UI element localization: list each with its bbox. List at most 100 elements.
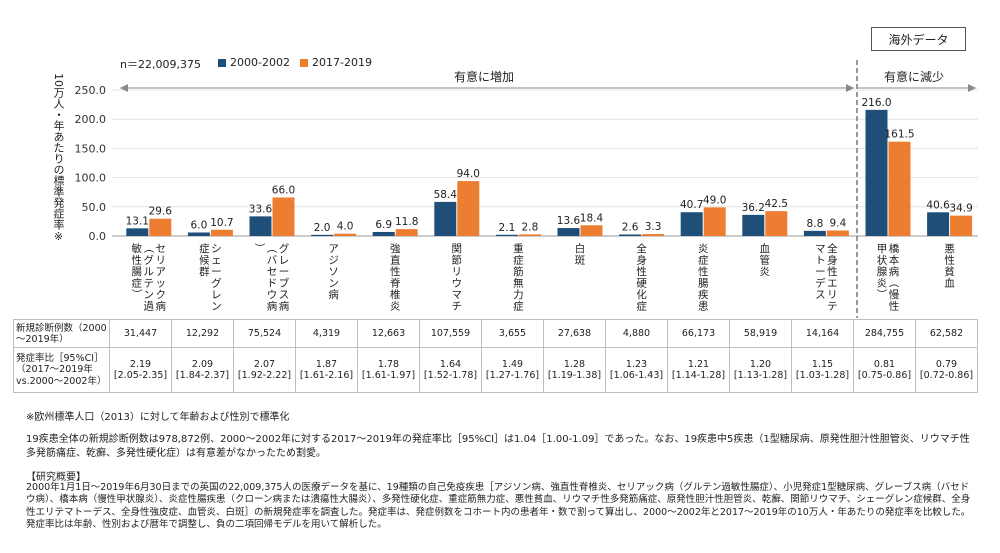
legend-swatch-1 <box>218 58 226 67</box>
svg-text:腸: 腸 <box>698 278 709 290</box>
gridlines <box>112 89 978 208</box>
bar-1 <box>372 231 395 236</box>
y-axis-ticks: 0.0 50.0 100.0 150.0 200.0 250.0 <box>75 84 107 243</box>
svg-text:ア: ア <box>328 243 339 255</box>
category-label: 血管炎 <box>760 242 771 278</box>
ratio-cell: 1.28 [1.19-1.38] <box>543 347 606 393</box>
ratio-cell: 2.09 [1.84-2.37] <box>171 347 234 393</box>
ratio-value: 0.79 <box>935 358 958 370</box>
svg-text:ー: ー <box>211 266 222 278</box>
ratio-ci: [1.92-2.22] <box>237 370 292 381</box>
svg-text:病: 病 <box>267 300 278 313</box>
category-label: グレーブス病 （バセドウ病 ） <box>253 242 290 313</box>
ratio-cell: 1.49 [1.27-1.76] <box>481 347 544 393</box>
svg-text:椎: 椎 <box>390 288 401 301</box>
svg-text:強: 強 <box>390 242 401 255</box>
svg-text:全: 全 <box>827 242 838 255</box>
cases-cell: 14,164 <box>791 319 854 348</box>
ratio-ci: [1.14-1.28] <box>671 370 726 381</box>
ratio-ci: [1.52-1.78] <box>423 370 478 381</box>
svg-text:セ: セ <box>156 243 167 255</box>
svg-text:グ: グ <box>144 254 155 267</box>
y-tick-label: 100.0 <box>75 172 107 185</box>
svg-text:慢: 慢 <box>889 289 900 301</box>
ratio-ci: [1.03-1.28] <box>795 370 850 381</box>
svg-text:性: 性 <box>944 254 955 267</box>
row-header-cases: 新規診断例数（2000～2019年） <box>13 319 110 348</box>
ratio-ci: [1.61-1.97] <box>361 370 416 381</box>
bar-value-label: 6.9 <box>375 219 392 231</box>
svg-text:群: 群 <box>199 265 210 278</box>
legend-series-2: 2017-2019 <box>300 56 372 69</box>
bar-value-label: 10.7 <box>210 217 233 229</box>
y-tick-label: 0.0 <box>89 230 107 243</box>
legend-label-2: 2017-2019 <box>312 56 372 69</box>
svg-text:ン: ン <box>211 301 222 313</box>
svg-text:斑: 斑 <box>575 254 586 267</box>
svg-text:ド: ド <box>267 278 278 290</box>
bar-value-label: 66.0 <box>272 184 295 196</box>
bar-2 <box>149 218 172 236</box>
cases-cell: 4,319 <box>295 319 358 348</box>
bar-1 <box>803 230 826 236</box>
svg-text:病: 病 <box>328 288 339 301</box>
category-label: 全身性エリテ マトーデス <box>815 242 838 313</box>
bar-1 <box>557 228 580 236</box>
svg-text:グ: グ <box>279 242 290 255</box>
svg-text:ブ: ブ <box>279 277 290 290</box>
svg-text:ン: ン <box>144 289 155 301</box>
summary-title: 【研究概要】 <box>26 472 86 483</box>
bar-2 <box>642 234 665 236</box>
ratio-ci: [2.05-2.35] <box>113 370 168 381</box>
ratio-value: 1.87 <box>315 358 338 370</box>
svg-text:貧: 貧 <box>944 265 955 278</box>
ratio-ci: [1.61-2.16] <box>299 370 354 381</box>
bar-value-label: 9.4 <box>830 218 847 230</box>
svg-text:症: 症 <box>698 254 709 267</box>
svg-text:悪: 悪 <box>944 243 955 255</box>
ratio-value: 1.49 <box>501 358 524 370</box>
legend-label-1: 2000-2002 <box>230 56 290 69</box>
svg-text:リ: リ <box>156 255 167 267</box>
footnote: ※欧州標準人口（2013）に対して年齢および性別で標準化 <box>26 412 290 423</box>
ratio-cell: 1.23 [1.06-1.43] <box>605 347 668 393</box>
svg-text:全: 全 <box>636 242 647 255</box>
svg-text:）: ） <box>875 289 887 300</box>
svg-text:過: 過 <box>144 301 155 313</box>
svg-text:リ: リ <box>827 289 838 301</box>
ratio-ci: [0.75-0.86] <box>857 370 912 381</box>
svg-text:性: 性 <box>698 265 709 278</box>
svg-text:デ: デ <box>815 277 826 290</box>
bar-1 <box>126 228 149 236</box>
y-tick-label: 250.0 <box>75 84 107 97</box>
overseas-data-badge: 海外データ <box>871 27 966 51</box>
svg-text:病: 病 <box>156 300 167 313</box>
sample-size: n＝22,009,375 <box>120 58 201 71</box>
svg-text:症: 症 <box>513 254 524 267</box>
svg-text:（: （ <box>265 243 277 254</box>
ratio-value: 1.78 <box>377 358 400 370</box>
svg-text:ト: ト <box>815 255 826 267</box>
ratio-value: 1.21 <box>687 358 710 370</box>
svg-text:性: 性 <box>827 265 838 278</box>
svg-text:ー: ー <box>279 266 290 278</box>
bar-1 <box>927 212 950 236</box>
category-label: 悪性貧血 <box>944 243 955 290</box>
category-label: セリアック病 （グルテン過 敏性腸症） <box>130 242 167 313</box>
ratio-ci: [1.19-1.38] <box>547 370 602 381</box>
bars <box>126 109 973 236</box>
ratio-value: 1.15 <box>811 358 834 370</box>
bar-1 <box>434 201 457 236</box>
bar-value-label: 13.6 <box>557 215 581 227</box>
cases-cell: 12,663 <box>357 319 420 348</box>
category-labels: セリアック病（グルテン過敏性腸症）シェーグレン症候群グレーブス病（バセドウ病）ア… <box>130 242 956 313</box>
bar-value-label: 2.1 <box>499 222 516 234</box>
svg-text:腸: 腸 <box>132 266 143 278</box>
ratio-value: 1.28 <box>563 358 586 370</box>
svg-text:症: 症 <box>636 300 647 313</box>
bar-1 <box>495 234 518 236</box>
bar-value-label: 8.8 <box>807 218 824 230</box>
ratio-value: 1.23 <box>625 358 648 370</box>
